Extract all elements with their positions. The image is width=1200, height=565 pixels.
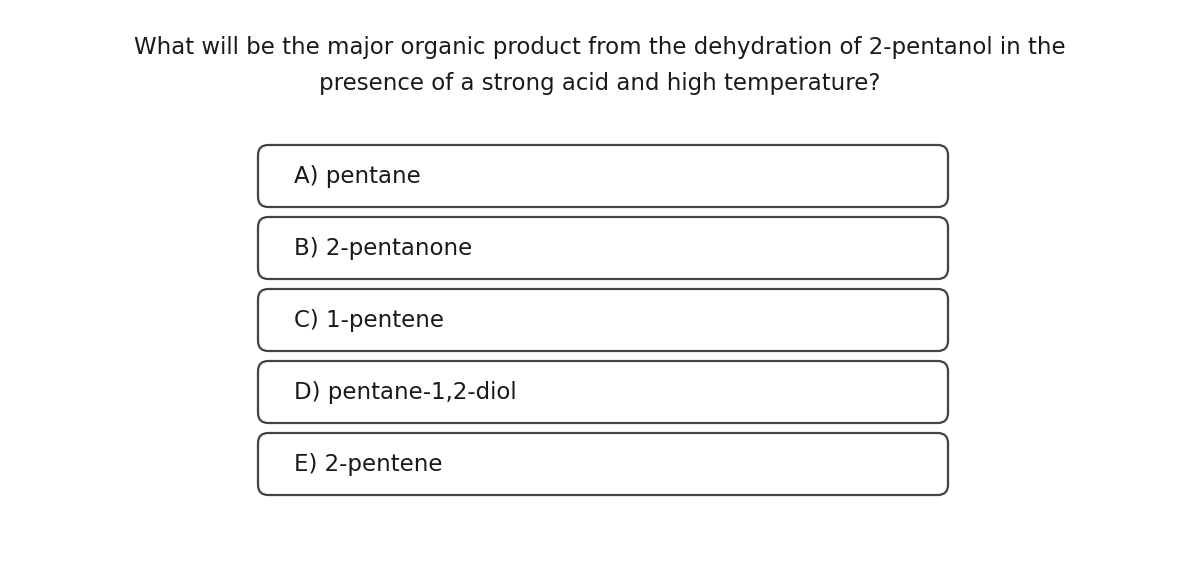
FancyBboxPatch shape [258, 289, 948, 351]
FancyBboxPatch shape [258, 361, 948, 423]
Text: B) 2-pentanone: B) 2-pentanone [294, 237, 473, 259]
Text: E) 2-pentene: E) 2-pentene [294, 453, 443, 476]
Text: D) pentane-1,2-diol: D) pentane-1,2-diol [294, 380, 517, 403]
Text: A) pentane: A) pentane [294, 164, 421, 188]
Text: What will be the major organic product from the dehydration of 2-pentanol in the: What will be the major organic product f… [134, 36, 1066, 59]
Text: C) 1-pentene: C) 1-pentene [294, 308, 444, 332]
FancyBboxPatch shape [258, 145, 948, 207]
FancyBboxPatch shape [258, 217, 948, 279]
FancyBboxPatch shape [258, 433, 948, 495]
Text: presence of a strong acid and high temperature?: presence of a strong acid and high tempe… [319, 72, 881, 95]
